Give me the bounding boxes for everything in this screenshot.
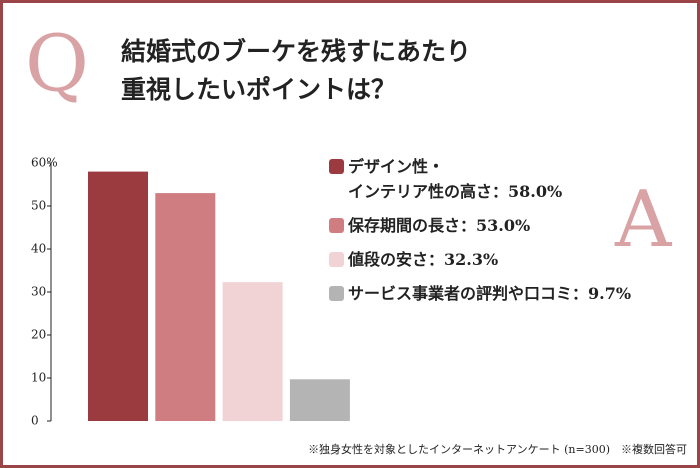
- chart-title: 結婚式のブーケを残すにあたり 重視したいポイントは？: [121, 37, 472, 104]
- y-tick-label: 20: [31, 328, 46, 342]
- value-label: 53.0%: [476, 216, 531, 235]
- bar: [222, 282, 283, 421]
- legend-entry: サービス事業者の評判や口コミ：9.7%: [348, 281, 631, 306]
- y-tick-label: 50: [31, 199, 46, 213]
- legend-separator: ：: [492, 182, 509, 201]
- legend-label: サービス事業者の評判や口コミ: [348, 284, 573, 303]
- y-tick-label: 60%: [31, 156, 58, 170]
- legend-swatch: [329, 252, 344, 267]
- legend-separator: ：: [428, 250, 445, 269]
- y-tick-label: 0: [31, 414, 39, 428]
- y-tick-label: 30: [31, 285, 46, 299]
- plot: 0 10 20 30 40 50 60%: [31, 156, 350, 428]
- legend-label: 値段の安さ: [348, 250, 429, 269]
- bar: [88, 171, 148, 421]
- value-label: 32.3%: [444, 250, 499, 269]
- legend-entry: デザイン性・ インテリア性の高さ：58.0%: [348, 154, 562, 204]
- legend-separator: ：: [460, 216, 477, 235]
- a-letter: A: [615, 175, 672, 265]
- value-label: 58.0%: [508, 182, 563, 201]
- y-tick-label: 10: [31, 371, 46, 385]
- legend-entry: 保存期間の長さ：53.0%: [348, 213, 530, 238]
- legend-label: 保存期間の長さ: [348, 216, 461, 235]
- y-tick-label: 40: [31, 242, 46, 256]
- value-label: 9.7%: [588, 284, 632, 303]
- legend-entry: 値段の安さ：32.3%: [348, 247, 498, 272]
- legend-swatch: [329, 218, 344, 233]
- footnote: ※独身女性を対象としたインターネットアンケート (n=300) ※複数回答可: [308, 443, 687, 456]
- legend-separator: ：: [572, 284, 589, 303]
- legend-swatch: [329, 159, 344, 174]
- q-letter: Q: [25, 19, 89, 109]
- legend-swatch: [329, 286, 344, 301]
- bar: [289, 379, 350, 421]
- legend-label: デザイン性・ インテリア性の高さ: [348, 157, 493, 201]
- bar: [155, 193, 216, 421]
